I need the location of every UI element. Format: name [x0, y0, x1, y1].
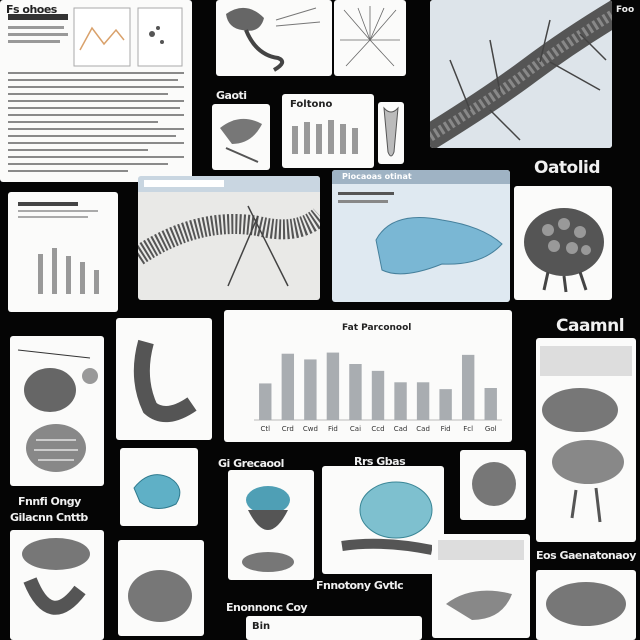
bone-curve-illustration	[133, 339, 197, 422]
bottom-right-tile	[536, 570, 636, 640]
slide-bars-tile	[282, 94, 374, 168]
bar-chart-bar	[259, 383, 272, 420]
slide-small-illustration	[220, 118, 262, 163]
round-organ-illustration	[472, 462, 516, 506]
glove-screenshot-tile	[332, 170, 510, 302]
branching-tissue-tile	[430, 0, 612, 148]
bottom-sponge-illustration	[128, 570, 192, 622]
bar-chart-bar	[349, 364, 362, 420]
bar-chart-tick-label: Fcl	[463, 425, 473, 433]
bottom-sponge-tile	[118, 540, 204, 636]
bar-chart-bar	[461, 354, 475, 420]
bar-chart-tick-label: Cad	[416, 425, 430, 433]
bar-chart-bar	[439, 389, 452, 420]
bar-chart-bar	[394, 382, 407, 420]
bar-chart-bar	[326, 352, 340, 420]
bar-chart-tick-label: Crd	[282, 425, 294, 433]
branching-tissue-illustration	[430, 0, 612, 148]
lung-diagram-illustration	[17, 349, 98, 472]
document-page-illustration	[8, 7, 184, 172]
caption-bottom-mid-b: Enonnonc Coy	[226, 601, 308, 614]
radial-fiber-illustration	[340, 6, 400, 67]
organ-sketch-illustration	[226, 7, 321, 72]
caption-mid-tile-b: Foltono	[290, 99, 333, 110]
bone-sketch-tile	[378, 102, 404, 164]
bar-chart-bar	[281, 353, 295, 420]
teal-organ-tile	[228, 470, 314, 580]
bar-chart-bar	[304, 359, 317, 420]
bottom-right-illustration	[546, 582, 626, 626]
bone-sketch-illustration	[383, 106, 399, 157]
anatomy-sketch-tile	[216, 0, 332, 76]
bone-curve-tile	[116, 318, 212, 440]
document-page-tile	[0, 0, 192, 182]
tissue-fiber-illustration	[138, 176, 320, 287]
caption-mid-right: Caamnl	[556, 316, 625, 336]
caption-top-left: Fs ohoes	[6, 3, 57, 16]
caption-top-right-chip: Foo	[616, 5, 635, 15]
caption-left-stack-b: Gilacnn Cnttb	[10, 511, 88, 524]
caption-bottom-mid-a: Fnnotony Gvtlc	[316, 579, 404, 592]
bottom-strip-tile: Bin	[246, 616, 422, 640]
round-organ-tile	[460, 450, 526, 520]
tissue-fiber-tile	[138, 176, 320, 300]
bar-chart-tick-label: Fid	[441, 425, 451, 433]
teal-organ-illustration	[242, 486, 294, 572]
bottom-left-illustration	[22, 538, 90, 615]
glove-screenshot-illustration	[332, 170, 510, 275]
organ-stack-tile	[536, 338, 636, 542]
caption-mid-panel-header: Piocaoas otinat	[342, 172, 412, 181]
teal-mesh-tile	[322, 466, 444, 574]
bar-chart-bar	[484, 388, 497, 420]
teal-organ-small-illustration	[133, 474, 181, 509]
bar-chart-tile: Fat Parconool Ctl Crd Cwd Fid Cai Ccd Cad Cad Fi…	[224, 310, 512, 442]
bar-chart-tick-label: Gol	[485, 425, 497, 433]
bottom-hand-illustration	[438, 540, 524, 620]
caption-upper-right: Oatolid	[534, 158, 601, 178]
chart-doc-tile	[8, 192, 118, 312]
caption-under-small: Gi Grecaool	[218, 457, 284, 470]
bottom-hand-tile	[432, 534, 530, 638]
bar-chart-bar	[416, 382, 430, 420]
bottom-left-tile	[10, 530, 104, 640]
bar-chart-title: Fat Parconool	[342, 323, 412, 333]
brain-mesh-tile	[514, 186, 612, 300]
slide-small-tile	[212, 104, 270, 170]
bar-chart: Ctl Crd Cwd Fid Cai Ccd Cad Cad Fid Fcl Gol	[254, 352, 502, 433]
caption-mid-tile-a: Gaoti	[216, 89, 247, 102]
slide-bars-illustration	[292, 120, 358, 154]
lung-diagram-tile	[10, 336, 104, 486]
organ-stack-illustration	[540, 346, 632, 523]
bar-chart-tick-label: Cwd	[303, 425, 318, 433]
bar-chart-tick-label: Cad	[394, 425, 408, 433]
bar-chart-tick-label: Fid	[328, 425, 338, 433]
teal-mesh-illustration	[341, 481, 433, 555]
caption-bottom-right: Eos Gaenatonaoy	[536, 549, 636, 562]
bar-chart-tick-label: Cai	[350, 425, 361, 433]
teal-organ-small-tile	[120, 448, 198, 526]
chart-doc-illustration	[18, 202, 99, 294]
bar-chart-tick-label: Ccd	[371, 425, 384, 433]
caption-left-stack-a: Fnnfi Ongy	[18, 495, 81, 508]
radial-sketch-tile	[334, 0, 406, 76]
bar-chart-bar	[371, 370, 385, 420]
bar-chart-tick-label: Ctl	[260, 425, 270, 433]
brain-mesh-illustration	[524, 208, 604, 293]
caption-bottom-mid-strip: Bin	[252, 621, 271, 632]
caption-under-mid: Rrs Gbas	[354, 455, 406, 468]
